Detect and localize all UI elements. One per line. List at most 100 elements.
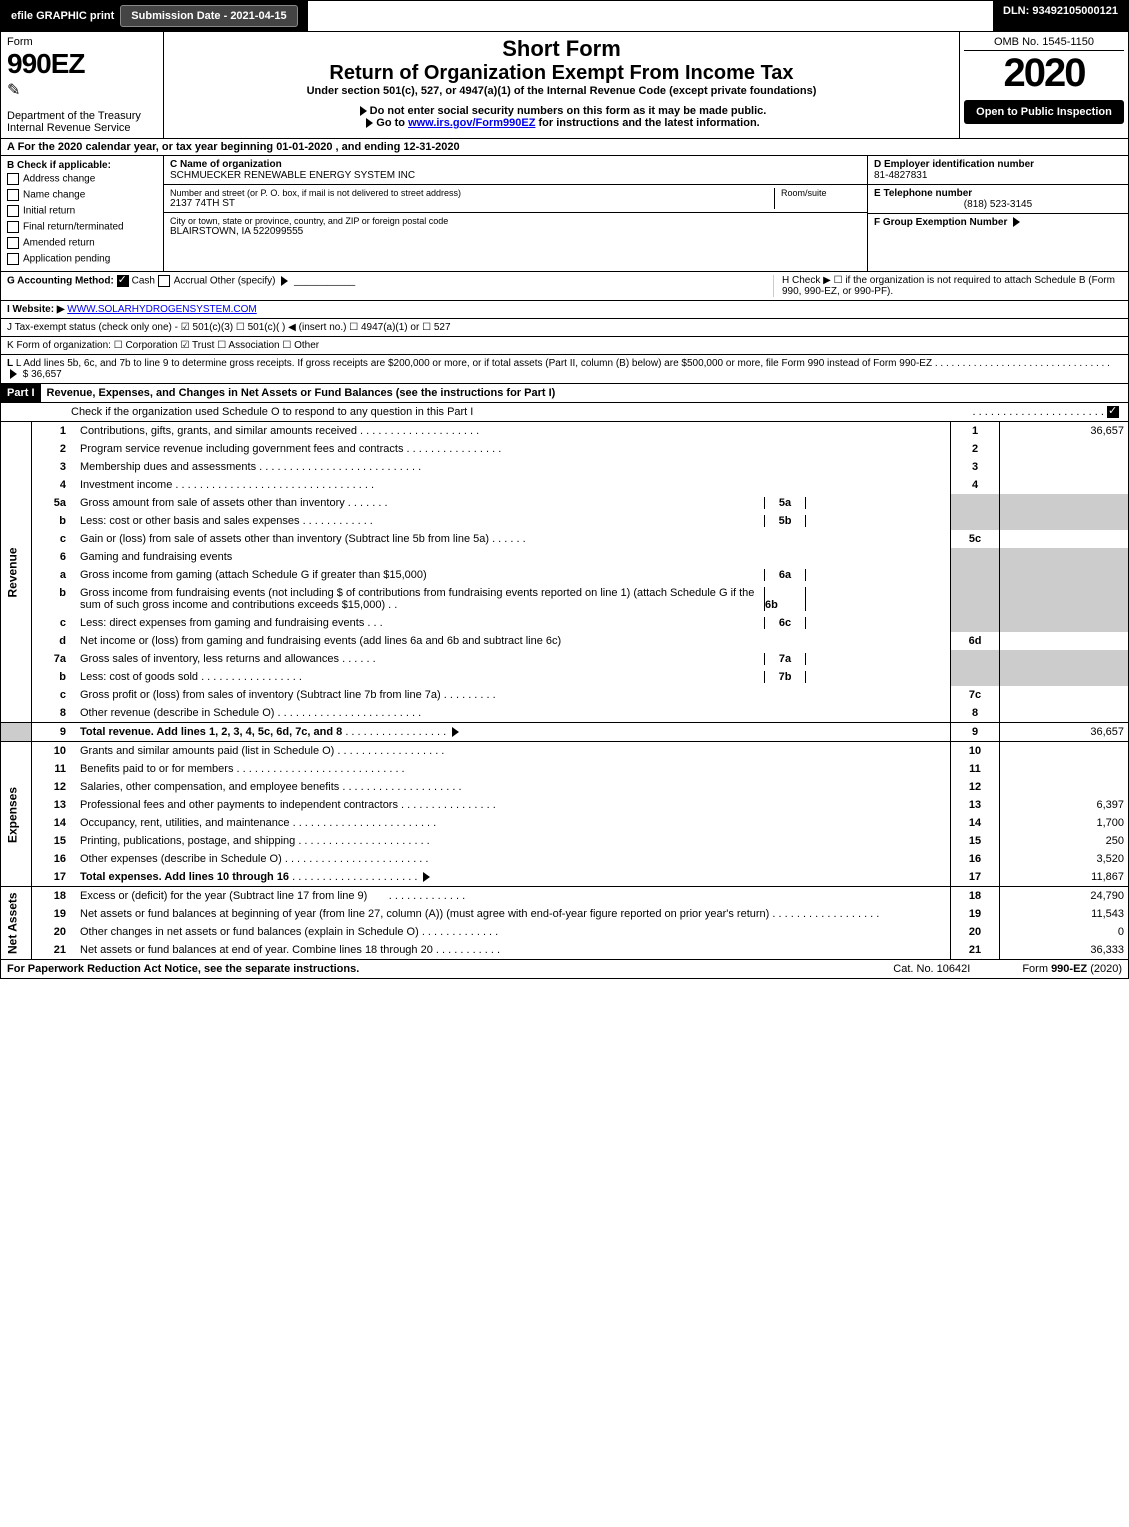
v-13: 6,397 xyxy=(1000,796,1129,814)
dept-label: Department of the Treasury xyxy=(7,110,157,122)
v-9: 36,657 xyxy=(1000,723,1129,742)
nc-11: 11 xyxy=(951,760,1000,778)
chk-final[interactable]: Final return/terminated xyxy=(7,219,157,235)
topbar-left: efile GRAPHIC print Submission Date - 20… xyxy=(1,1,308,31)
addr-label: Number and street (or P. O. box, if mail… xyxy=(170,188,774,198)
d-6b: Gross income from fundraising events (no… xyxy=(80,587,754,611)
box-h: H Check ▶ ☐ if the organization is not r… xyxy=(773,275,1122,297)
d-20: Other changes in net assets or fund bala… xyxy=(80,926,419,938)
v-1: 36,657 xyxy=(1000,422,1129,440)
footer: For Paperwork Reduction Act Notice, see … xyxy=(0,960,1129,979)
chk-address[interactable]: Address change xyxy=(7,171,157,187)
dln-label: DLN: 93492105000121 xyxy=(993,1,1128,31)
ln-6b: b xyxy=(32,584,77,614)
box-g-label: G Accounting Method: xyxy=(7,276,114,287)
line-gh: G Accounting Method: Cash Accrual Other … xyxy=(0,272,1129,301)
part1-header: Part I Revenue, Expenses, and Changes in… xyxy=(0,384,1129,403)
ln-7a: 7a xyxy=(32,650,77,668)
ln-6: 6 xyxy=(32,548,77,566)
ln-5a: 5a xyxy=(32,494,77,512)
box-f-label: F Group Exemption Number xyxy=(874,217,1007,228)
d-19: Net assets or fund balances at beginning… xyxy=(80,908,769,920)
ln-5c: c xyxy=(32,530,77,548)
sub-6a: 6a xyxy=(764,569,805,581)
submission-date-button[interactable]: Submission Date - 2021-04-15 xyxy=(120,5,297,27)
ln-18: 18 xyxy=(32,887,77,906)
ln-11: 11 xyxy=(32,760,77,778)
ln-20: 20 xyxy=(32,923,77,941)
ln-1: 1 xyxy=(32,422,77,440)
ssn-warning-text: Do not enter social security numbers on … xyxy=(370,105,767,117)
box-c: C Name of organization SCHMUECKER RENEWA… xyxy=(164,156,868,271)
city-label: City or town, state or province, country… xyxy=(170,216,861,226)
ln-16: 16 xyxy=(32,850,77,868)
cat-no: Cat. No. 10642I xyxy=(887,960,976,978)
header-center: Short Form Return of Organization Exempt… xyxy=(164,32,960,138)
d-5c: Gain or (loss) from sale of assets other… xyxy=(80,533,489,545)
line-l: L L Add lines 5b, 6c, and 7b to line 9 t… xyxy=(0,355,1129,384)
d-21: Net assets or fund balances at end of ye… xyxy=(80,944,433,956)
ln-5b: b xyxy=(32,512,77,530)
nc-7c: 7c xyxy=(951,686,1000,704)
d-7c: Gross profit or (loss) from sales of inv… xyxy=(80,689,441,701)
box-i-label: I Website: ▶ xyxy=(7,304,65,315)
chk-cash[interactable] xyxy=(117,275,129,287)
box-b: B Check if applicable: Address change Na… xyxy=(1,156,164,271)
phone-value: (818) 523-3145 xyxy=(874,199,1122,210)
box-d-label: D Employer identification number xyxy=(874,159,1122,170)
accrual-label: Accrual xyxy=(174,276,207,287)
d-13: Professional fees and other payments to … xyxy=(80,799,398,811)
d-6a: Gross income from gaming (attach Schedul… xyxy=(80,569,427,581)
box-c-label: C Name of organization xyxy=(170,159,861,170)
v-4 xyxy=(1000,476,1129,494)
form-ref: Form 990-EZ (2020) xyxy=(1016,960,1128,978)
sub-7a: 7a xyxy=(764,653,805,665)
ln-14: 14 xyxy=(32,814,77,832)
d-14: Occupancy, rent, utilities, and maintena… xyxy=(80,817,290,829)
form-number: 990EZ xyxy=(7,48,157,80)
chk-accrual[interactable] xyxy=(158,275,170,287)
v-14: 1,700 xyxy=(1000,814,1129,832)
d-5b: Less: cost or other basis and sales expe… xyxy=(80,515,300,527)
chk-initial[interactable]: Initial return xyxy=(7,203,157,219)
sub-5a: 5a xyxy=(764,497,805,509)
chk-address-label: Address change xyxy=(23,174,95,185)
v-11 xyxy=(1000,760,1129,778)
chk-name-label: Name change xyxy=(23,190,85,201)
chk-pending[interactable]: Application pending xyxy=(7,251,157,267)
goto-link[interactable]: www.irs.gov/Form990EZ xyxy=(408,117,535,129)
short-form-title: Short Form xyxy=(168,36,955,62)
line-l-text: L Add lines 5b, 6c, and 7b to line 9 to … xyxy=(16,358,932,369)
nc-4: 4 xyxy=(951,476,1000,494)
ein-value: 81-4827831 xyxy=(874,170,1122,181)
side-revenue: Revenue xyxy=(1,422,32,723)
under-section: Under section 501(c), 527, or 4947(a)(1)… xyxy=(168,85,955,97)
sub-6b: 6b xyxy=(764,587,805,611)
line-j: J Tax-exempt status (check only one) - ☑… xyxy=(0,319,1129,337)
open-public-box: Open to Public Inspection xyxy=(964,100,1124,124)
nc-2: 2 xyxy=(951,440,1000,458)
v-6d xyxy=(1000,632,1129,650)
d-5a: Gross amount from sale of assets other t… xyxy=(80,497,345,509)
form-header: Form 990EZ ✎ Department of the Treasury … xyxy=(0,32,1129,139)
side-expenses: Expenses xyxy=(1,742,32,887)
chk-name[interactable]: Name change xyxy=(7,187,157,203)
ln-21: 21 xyxy=(32,941,77,960)
schedule-o-check[interactable] xyxy=(1107,406,1119,418)
d-1: Contributions, gifts, grants, and simila… xyxy=(80,425,357,437)
ln-8: 8 xyxy=(32,704,77,723)
v-10 xyxy=(1000,742,1129,761)
v-16: 3,520 xyxy=(1000,850,1129,868)
part1-checktext: Check if the organization used Schedule … xyxy=(1,403,973,421)
pra-notice: For Paperwork Reduction Act Notice, see … xyxy=(1,960,887,978)
entity-info: B Check if applicable: Address change Na… xyxy=(0,156,1129,272)
v-5c xyxy=(1000,530,1129,548)
chk-amended[interactable]: Amended return xyxy=(7,235,157,251)
d-6d: Net income or (loss) from gaming and fun… xyxy=(80,635,561,647)
box-def: D Employer identification number 81-4827… xyxy=(868,156,1128,271)
ln-7b: b xyxy=(32,668,77,686)
ln-4: 4 xyxy=(32,476,77,494)
website-link[interactable]: WWW.SOLARHYDROGENSYSTEM.COM xyxy=(67,304,256,315)
sub-6c: 6c xyxy=(764,617,805,629)
return-title: Return of Organization Exempt From Incom… xyxy=(168,62,955,85)
